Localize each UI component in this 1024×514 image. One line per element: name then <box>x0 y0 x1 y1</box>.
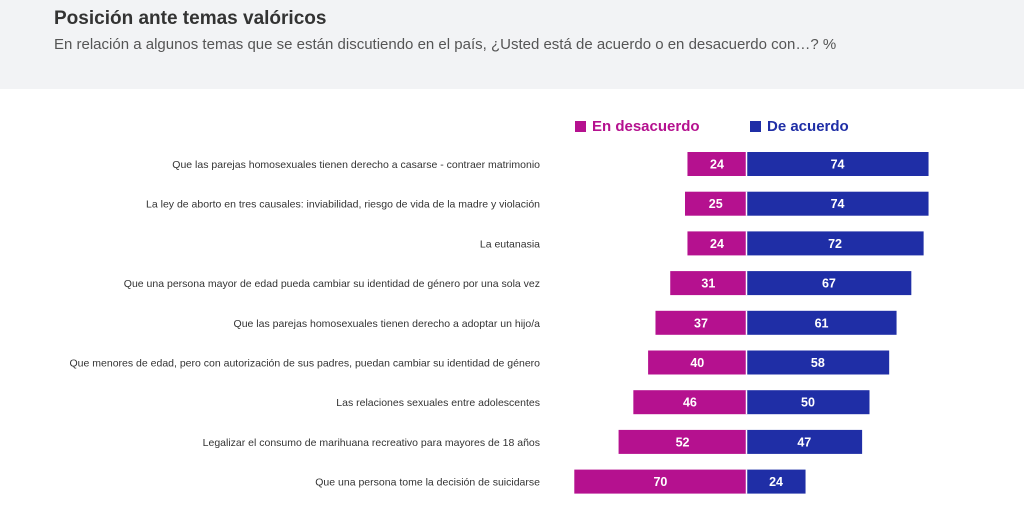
bar-disagree <box>685 191 747 216</box>
value-label-disagree: 40 <box>690 356 704 370</box>
bar-agree <box>746 469 806 494</box>
category-label: Las relaciones sexuales entre adolescent… <box>336 397 540 409</box>
legend-label-agree: De acuerdo <box>767 117 849 135</box>
value-label-agree: 74 <box>831 197 845 211</box>
category-label: La eutanasia <box>480 238 540 250</box>
value-label-disagree: 24 <box>710 158 724 172</box>
legend-item-disagree: En desacuerdo <box>575 116 700 136</box>
value-label-agree: 58 <box>811 356 825 370</box>
header-band <box>0 0 1024 89</box>
bar-agree <box>746 231 924 256</box>
bar-agree <box>746 390 870 415</box>
bar-disagree <box>648 350 747 375</box>
value-label-agree: 72 <box>828 237 842 251</box>
bar-agree <box>746 152 929 176</box>
category-label: Que las parejas homosexuales tienen dere… <box>234 318 541 330</box>
category-label: Que una persona tome la decisión de suic… <box>315 477 540 489</box>
value-label-agree: 67 <box>822 277 836 291</box>
bar-agree <box>746 429 863 454</box>
category-label: Que una persona mayor de edad pueda camb… <box>124 278 540 290</box>
bar-agree <box>746 310 897 335</box>
legend-item-agree: De acuerdo <box>750 116 849 136</box>
value-label-agree: 61 <box>815 316 829 330</box>
bar-disagree <box>687 231 747 256</box>
value-label-agree: 47 <box>797 435 811 449</box>
category-label: Que menores de edad, pero con autorizaci… <box>70 358 541 370</box>
value-label-disagree: 70 <box>653 475 667 489</box>
bar-disagree <box>670 271 747 296</box>
bar-disagree <box>618 429 747 454</box>
legend-swatch-disagree <box>575 120 586 132</box>
legend-label-disagree: En desacuerdo <box>592 117 700 135</box>
value-label-agree: 24 <box>769 475 783 489</box>
value-label-disagree: 46 <box>683 396 697 410</box>
category-label: Legalizar el consumo de marihuana recrea… <box>203 437 540 449</box>
category-label: La ley de aborto en tres causales: invia… <box>146 199 540 211</box>
bar-disagree <box>687 152 747 176</box>
bar-agree <box>746 350 890 375</box>
value-label-agree: 50 <box>801 396 815 410</box>
value-label-disagree: 52 <box>676 435 690 449</box>
bar-agree <box>746 271 912 296</box>
bar-agree <box>746 191 929 216</box>
value-label-disagree: 25 <box>709 197 723 211</box>
legend-swatch-agree <box>750 120 761 132</box>
value-label-disagree: 24 <box>710 237 724 251</box>
category-label: Que las parejas homosexuales tienen dere… <box>172 159 540 171</box>
value-label-agree: 74 <box>831 158 845 172</box>
bar-disagree <box>633 390 747 415</box>
chart-subtitle: En relación a algunos temas que se están… <box>54 36 837 53</box>
bar-disagree <box>574 469 747 494</box>
chart-title: Posición ante temas valóricos <box>54 8 327 29</box>
value-label-disagree: 31 <box>701 277 715 291</box>
bar-disagree <box>655 310 747 335</box>
value-label-disagree: 37 <box>694 316 708 330</box>
